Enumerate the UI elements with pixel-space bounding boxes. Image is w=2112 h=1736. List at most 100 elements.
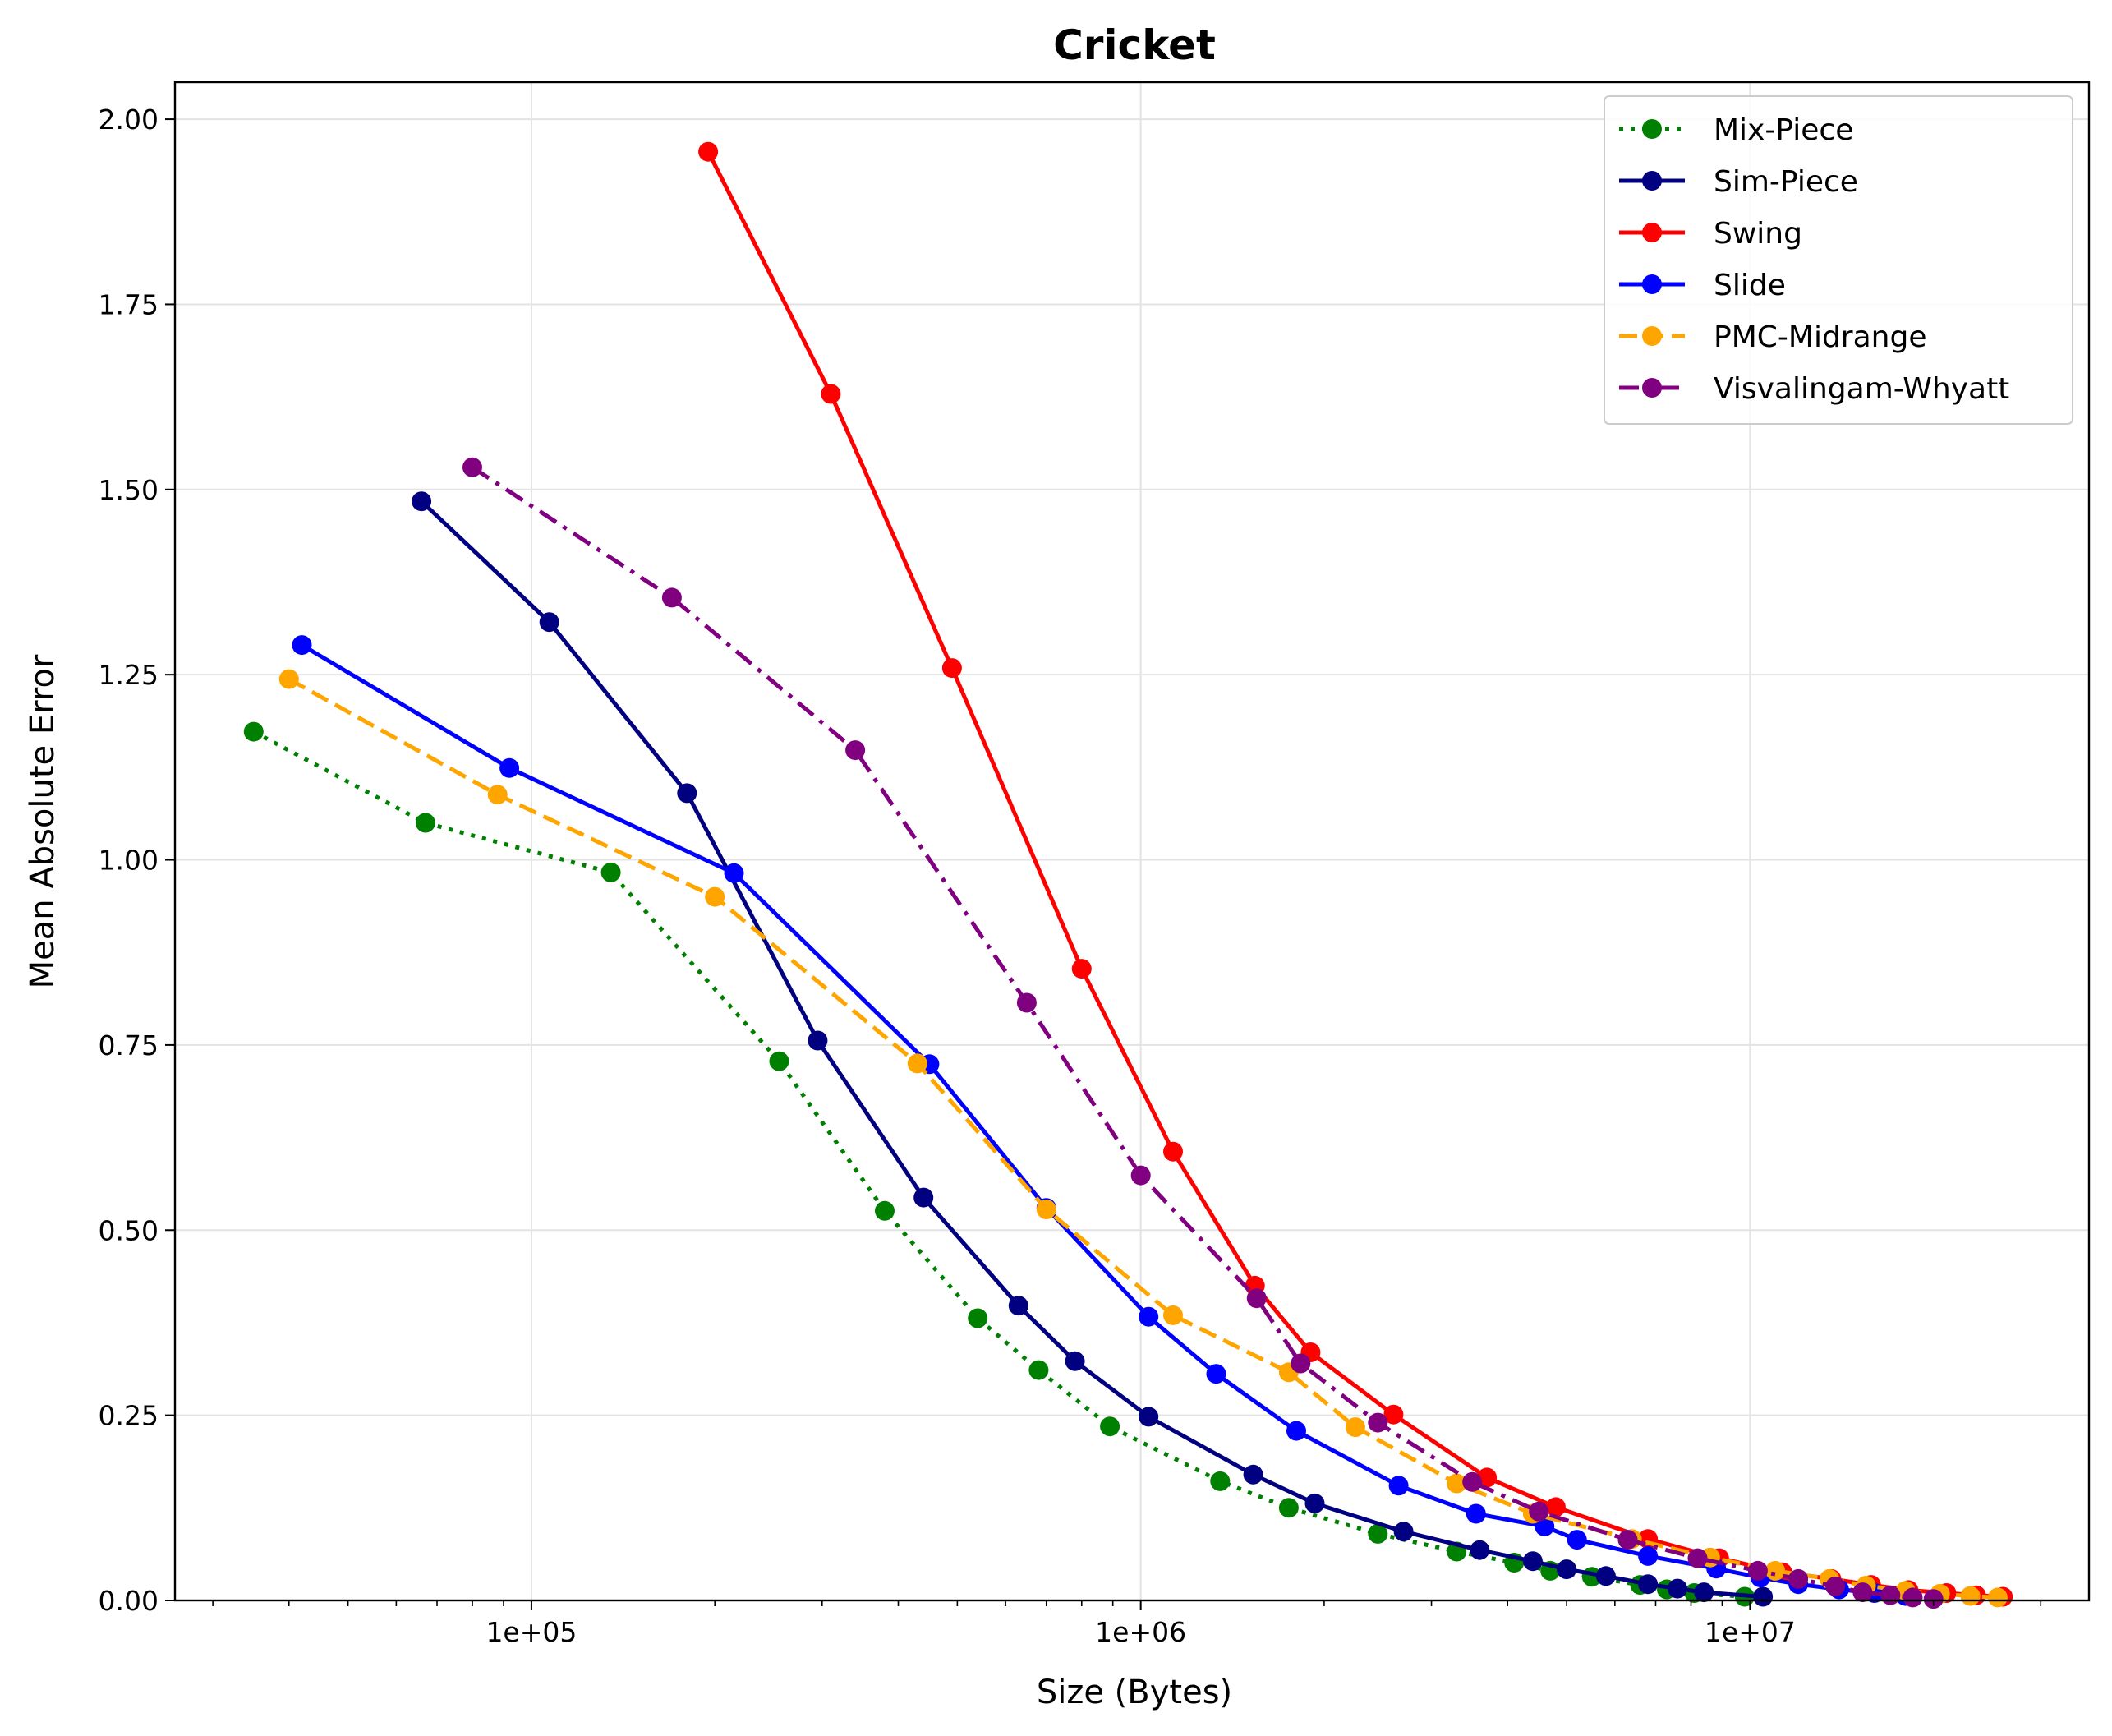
data-point-visvalingam-whyatt <box>1617 1530 1638 1550</box>
data-point-pmc-midrange <box>1960 1586 1981 1606</box>
x-axis-label: Size (Bytes) <box>1037 1674 1232 1711</box>
data-point-visvalingam-whyatt <box>1788 1568 1809 1589</box>
data-point-swing <box>1071 959 1092 979</box>
data-point-visvalingam-whyatt <box>661 587 682 608</box>
data-point-visvalingam-whyatt <box>1291 1353 1311 1374</box>
data-point-visvalingam-whyatt <box>462 457 482 477</box>
data-point-slide <box>1466 1503 1486 1524</box>
legend-marker <box>1642 223 1662 242</box>
data-point-sim-piece <box>1065 1351 1085 1371</box>
data-point-sim-piece <box>1694 1582 1714 1603</box>
data-point-slide <box>1388 1476 1409 1496</box>
legend-label: Slide <box>1714 269 1786 302</box>
data-point-mix-piece <box>1210 1471 1231 1491</box>
data-point-slide <box>1139 1306 1159 1327</box>
data-point-visvalingam-whyatt <box>1462 1471 1483 1492</box>
data-point-mix-piece <box>968 1308 988 1328</box>
data-point-visvalingam-whyatt <box>1529 1501 1549 1522</box>
data-point-sim-piece <box>1753 1586 1774 1607</box>
data-point-sim-piece <box>1243 1464 1263 1485</box>
data-point-visvalingam-whyatt <box>1368 1412 1388 1433</box>
data-point-slide <box>1535 1516 1555 1536</box>
data-point-visvalingam-whyatt <box>1016 992 1037 1013</box>
legend-label: Sim-Piece <box>1714 165 1858 199</box>
data-point-swing <box>821 384 841 404</box>
data-point-slide <box>724 863 744 883</box>
data-point-mix-piece <box>600 862 621 882</box>
data-point-swing <box>1545 1497 1566 1517</box>
data-point-mix-piece <box>415 813 435 833</box>
data-point-sim-piece <box>1008 1296 1028 1316</box>
y-axis-label: Mean Absolute Error <box>24 654 62 988</box>
data-point-swing <box>698 141 719 162</box>
data-point-mix-piece <box>875 1200 895 1221</box>
data-point-pmc-midrange <box>907 1053 927 1074</box>
x-tick-label: 1e+06 <box>1095 1616 1186 1648</box>
y-tick-label: 1.75 <box>99 288 159 320</box>
data-point-sim-piece <box>1522 1551 1543 1572</box>
data-point-sim-piece <box>1470 1540 1490 1560</box>
legend-item-swing: Swing <box>1619 217 1802 251</box>
legend-marker <box>1642 378 1662 398</box>
x-tick-label: 1e+05 <box>485 1616 577 1648</box>
data-point-slide <box>1206 1364 1226 1384</box>
legend-box <box>1604 95 2073 425</box>
data-point-slide <box>1567 1530 1587 1550</box>
series-visvalingam-whyatt <box>462 457 1944 1609</box>
data-point-slide <box>1286 1421 1306 1441</box>
data-point-pmc-midrange <box>1987 1587 2008 1608</box>
y-tick-label: 1.00 <box>99 845 159 877</box>
data-point-sim-piece <box>677 783 697 804</box>
legend-label: PMC-Midrange <box>1714 320 1927 354</box>
legend-item-visvalingam-whyatt: Visvalingam-Whyatt <box>1619 372 2009 406</box>
y-tick-label: 1.50 <box>99 474 159 506</box>
data-point-visvalingam-whyatt <box>1747 1560 1768 1581</box>
data-point-mix-piece <box>1278 1498 1299 1518</box>
data-point-visvalingam-whyatt <box>1825 1576 1846 1596</box>
chart-title: Cricket <box>1053 21 1216 69</box>
data-point-mix-piece <box>243 721 264 742</box>
legend-marker <box>1642 119 1662 139</box>
data-point-visvalingam-whyatt <box>1246 1288 1267 1309</box>
series-sim-piece <box>412 491 1774 1607</box>
y-tick-label: 0.50 <box>99 1214 159 1246</box>
data-point-visvalingam-whyatt <box>845 740 866 761</box>
legend-item-sim-piece: Sim-Piece <box>1619 165 1858 199</box>
legend-marker <box>1642 171 1662 191</box>
data-point-sim-piece <box>1595 1566 1616 1586</box>
y-axis-ticks: 0.00 0.25 0.50 0.75 1.00 1.25 1.50 1.75 2.00 <box>99 104 175 1617</box>
data-point-swing <box>1383 1404 1404 1425</box>
x-axis-ticks: 1e+05 1e+06 1e+07 <box>212 1600 2042 1648</box>
data-point-swing <box>941 658 962 679</box>
data-point-slide <box>1638 1545 1659 1566</box>
data-point-sim-piece <box>412 491 432 512</box>
data-point-pmc-midrange <box>487 785 508 805</box>
data-point-sim-piece <box>1668 1578 1687 1599</box>
data-point-mix-piece <box>1028 1360 1049 1380</box>
y-tick-label: 2.00 <box>99 104 159 136</box>
legend-item-pmc-midrange: PMC-Midrange <box>1619 320 1927 354</box>
legend: Mix-Piece Sim-Piece Swing Slide PMC-Midrange… <box>1604 95 2073 425</box>
data-point-sim-piece <box>913 1187 934 1208</box>
y-tick-label: 0.25 <box>99 1400 159 1432</box>
data-point-visvalingam-whyatt <box>1852 1582 1873 1603</box>
data-point-visvalingam-whyatt <box>1130 1165 1151 1186</box>
data-point-sim-piece <box>1304 1493 1325 1513</box>
data-point-sim-piece <box>808 1030 828 1051</box>
data-point-pmc-midrange <box>1163 1305 1183 1325</box>
plot-series <box>243 141 2013 1609</box>
legend-label: Swing <box>1714 217 1802 251</box>
x-tick-label: 1e+07 <box>1705 1616 1796 1648</box>
legend-marker <box>1642 326 1662 346</box>
legend-item-slide: Slide <box>1619 269 1786 302</box>
data-point-sim-piece <box>1139 1407 1159 1427</box>
data-point-pmc-midrange <box>1036 1200 1056 1219</box>
data-point-mix-piece <box>769 1051 789 1071</box>
data-point-sim-piece <box>539 612 559 633</box>
legend-label: Mix-Piece <box>1714 113 1853 147</box>
legend-label: Visvalingam-Whyatt <box>1714 372 2009 406</box>
data-point-mix-piece <box>1368 1523 1388 1544</box>
legend-marker <box>1642 274 1662 294</box>
data-point-visvalingam-whyatt <box>1880 1585 1901 1605</box>
